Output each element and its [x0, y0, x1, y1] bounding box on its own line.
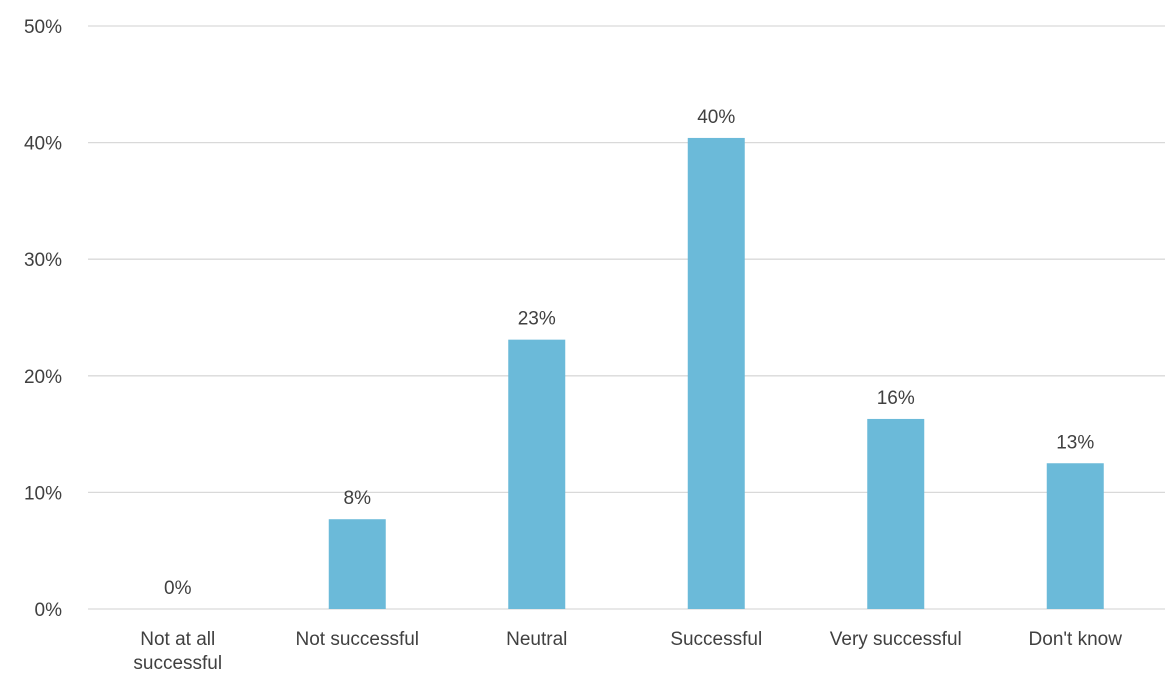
x-axis-categories: Not at all successful Not successful Neutra… — [133, 629, 1122, 673]
bar — [867, 418, 925, 609]
x-tick-label: Successful — [670, 629, 762, 650]
bars — [328, 137, 1104, 609]
y-tick-label: 0% — [35, 600, 63, 621]
bar — [508, 339, 566, 609]
data-label: 13% — [1056, 432, 1094, 453]
bar — [1046, 463, 1104, 609]
data-label: 0% — [164, 578, 192, 599]
y-axis-ticks: 0% 10% 20% 30% 40% 50% — [24, 17, 62, 621]
x-tick-label: Don't know — [1029, 629, 1123, 650]
x-tick-label: Not successful — [295, 629, 419, 650]
data-label: 23% — [518, 309, 556, 330]
bar — [687, 137, 745, 609]
y-tick-label: 20% — [24, 367, 62, 388]
x-tick-label: Not at all successful — [133, 629, 222, 673]
gridlines — [88, 25, 1165, 610]
x-tick-label: Neutral — [506, 629, 567, 650]
data-labels: 0% 8% 23% 40% 16% 13% — [164, 107, 1094, 599]
data-label: 16% — [877, 388, 915, 409]
x-tick-label: Very successful — [830, 629, 962, 650]
bar — [328, 519, 386, 609]
data-label: 8% — [344, 488, 372, 509]
y-tick-label: 50% — [24, 17, 62, 38]
y-tick-label: 10% — [24, 483, 62, 504]
y-tick-label: 30% — [24, 250, 62, 271]
data-label: 40% — [697, 107, 735, 128]
y-tick-label: 40% — [24, 134, 62, 155]
